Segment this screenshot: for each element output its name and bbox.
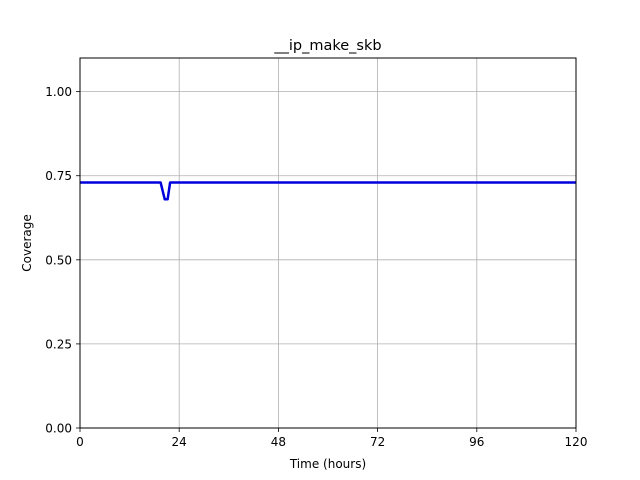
x-tick-label: 24: [172, 435, 187, 449]
x-tick-label: 120: [565, 435, 588, 449]
x-tick-label: 48: [271, 435, 286, 449]
x-tick-label: 0: [76, 435, 84, 449]
series-layer: [80, 181, 576, 201]
x-tick-label: 96: [469, 435, 484, 449]
coverage-series-line: [80, 181, 576, 201]
x-axis-label: Time (hours): [289, 457, 366, 471]
chart-title: __ip_make_skb: [273, 38, 381, 54]
y-axis-label: Coverage: [20, 214, 34, 272]
axis-ticks: 0 24 48 72 96 120 0.00 0.25 0.50 0.75 1.00: [45, 85, 587, 449]
plot-frame: [79, 57, 577, 429]
y-tick-label: 1.00: [45, 85, 72, 99]
x-tick-label: 72: [370, 435, 385, 449]
y-tick-label: 0.75: [45, 169, 72, 183]
y-tick-label: 0.25: [45, 337, 72, 351]
y-tick-label: 0.00: [45, 422, 72, 436]
y-tick-label: 0.50: [45, 253, 72, 267]
